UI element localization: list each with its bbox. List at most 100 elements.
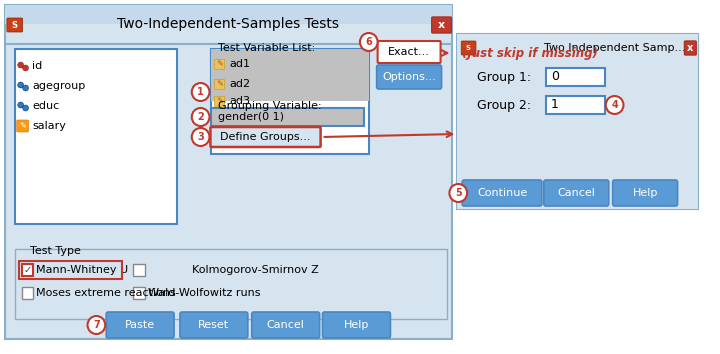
Circle shape [18,62,24,68]
Text: agegroup: agegroup [32,81,86,91]
FancyBboxPatch shape [685,41,696,55]
Text: 0: 0 [551,70,559,84]
Bar [457,57,698,209]
Text: Cancel: Cancel [266,320,305,330]
Bar [212,49,369,154]
Text: 🔧: 🔧 [12,17,19,30]
Text: x: x [687,43,693,53]
FancyBboxPatch shape [7,18,22,32]
Text: Test Type: Test Type [30,246,81,256]
Text: ad1: ad1 [229,59,250,69]
Circle shape [22,105,29,111]
FancyBboxPatch shape [17,120,29,132]
Text: educ: educ [32,101,60,111]
Text: Two-Independent-Samples Tests: Two-Independent-Samples Tests [117,17,339,31]
Text: Define Groups...: Define Groups... [220,132,311,142]
Bar [457,34,698,57]
Text: Reset: Reset [198,320,230,330]
Bar [215,79,224,89]
Circle shape [606,96,624,114]
Text: 6: 6 [366,37,372,47]
Bar [212,49,369,101]
FancyBboxPatch shape [323,312,390,338]
Circle shape [360,33,377,51]
Text: id: id [32,61,42,71]
Bar [215,96,224,106]
Bar [379,68,441,88]
Circle shape [22,85,29,91]
FancyBboxPatch shape [432,17,451,33]
Text: Group 2:: Group 2: [477,99,531,113]
Text: 1: 1 [551,98,559,112]
Text: Kolmogorov-Smirnov Z: Kolmogorov-Smirnov Z [192,265,318,275]
Text: Paste: Paste [125,320,156,330]
Circle shape [22,65,29,71]
Text: S: S [466,45,471,51]
Bar [132,264,145,276]
Bar [616,183,677,205]
Text: ✎: ✎ [216,80,222,88]
FancyBboxPatch shape [252,312,320,338]
Text: 2: 2 [197,112,204,122]
Text: 3: 3 [197,132,204,142]
Text: x: x [438,20,445,30]
Text: Moses extreme reactions: Moses extreme reactions [37,288,176,298]
Text: 4: 4 [611,100,618,110]
FancyBboxPatch shape [377,41,441,63]
Bar [14,49,177,224]
FancyBboxPatch shape [462,180,542,206]
Bar [255,315,319,337]
FancyBboxPatch shape [377,65,441,89]
Bar [5,5,452,24]
Text: ✓: ✓ [24,265,32,275]
Bar [19,261,122,279]
Bar [5,5,452,44]
FancyBboxPatch shape [613,180,678,206]
Bar [465,183,541,205]
Text: ✎: ✎ [216,59,222,69]
FancyBboxPatch shape [462,41,476,55]
Text: (Just skip if missing): (Just skip if missing) [462,46,598,59]
Text: S: S [12,21,18,29]
Text: Test Variable List:: Test Variable List: [218,43,315,53]
FancyBboxPatch shape [210,127,320,147]
Text: Wald-Wolfowitz runs: Wald-Wolfowitz runs [148,288,260,298]
Circle shape [192,108,210,126]
Bar [325,315,390,337]
Text: ✎: ✎ [19,121,26,131]
Text: salary: salary [32,121,66,131]
Bar [546,96,605,114]
Text: Options...: Options... [382,72,436,82]
Text: Two Independent Samp...: Two Independent Samp... [544,43,685,53]
FancyBboxPatch shape [544,180,608,206]
Circle shape [192,83,210,101]
Text: ✎: ✎ [216,97,222,105]
Text: Grouping Variable:: Grouping Variable: [218,101,322,111]
Bar [5,24,452,339]
FancyBboxPatch shape [107,312,174,338]
Bar [546,68,605,86]
Bar [212,108,364,126]
Text: Continue: Continue [477,188,527,198]
Text: ad3: ad3 [229,96,250,106]
Text: Help: Help [343,320,369,330]
Text: Group 1:: Group 1: [477,72,531,85]
Bar [183,315,247,337]
Text: Cancel: Cancel [557,188,595,198]
Text: Mann-Whitney U: Mann-Whitney U [37,265,128,275]
Text: Exact...: Exact... [388,47,430,57]
Text: ad2: ad2 [229,79,251,89]
Bar [457,34,698,209]
Circle shape [88,316,105,334]
Circle shape [18,82,24,88]
Circle shape [192,128,210,146]
Text: 5: 5 [455,188,462,198]
Bar [215,59,224,69]
Text: Help: Help [632,188,658,198]
FancyBboxPatch shape [180,312,248,338]
Bar [22,264,33,276]
Text: 1: 1 [197,87,204,97]
Bar [14,249,447,319]
Text: 7: 7 [93,320,100,330]
Bar [546,183,608,205]
